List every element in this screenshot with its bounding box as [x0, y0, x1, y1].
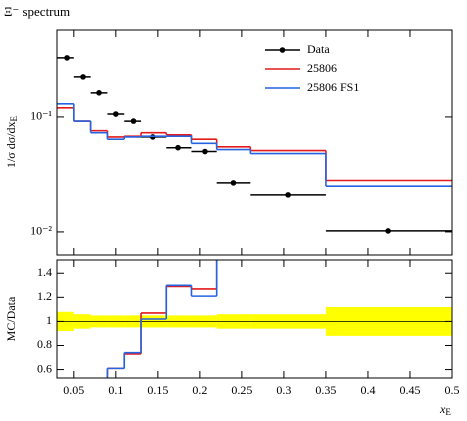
- legend-label: Data: [307, 42, 330, 56]
- x-axis-label-sub: E: [445, 407, 451, 417]
- data-point: [96, 90, 102, 96]
- legend-marker: [279, 47, 286, 53]
- x-tick-label: 0.25: [231, 383, 252, 397]
- chart-title: Ξ⁻ spectrum: [4, 4, 70, 19]
- data-point: [175, 144, 181, 151]
- x-tick-label: 0.5: [445, 383, 460, 397]
- data-point: [385, 228, 391, 234]
- y-axis-label: 1/σ dσ/dxE: [4, 115, 19, 168]
- y-axis-label-sub: E: [9, 115, 19, 121]
- legend-label: 25806: [307, 61, 337, 75]
- x-tick-label: 0.15: [147, 383, 168, 397]
- plot-area: [57, 260, 452, 378]
- y-tick-label: 1: [46, 313, 52, 327]
- data-point: [113, 111, 119, 117]
- x-axis-label: xE: [439, 402, 451, 417]
- x-tick-label: 0.45: [399, 383, 420, 397]
- y-tick-label: 1.4: [37, 265, 52, 279]
- x-tick-label: 0.2: [192, 383, 207, 397]
- x-tick-label: 0.05: [63, 383, 84, 397]
- y-tick-label: 0.6: [37, 361, 52, 375]
- y-tick-label: 10⁻²: [30, 224, 52, 238]
- data-point: [202, 148, 208, 155]
- data-point: [64, 55, 70, 61]
- plot-area: [57, 55, 452, 234]
- legend-label: 25806 FS1: [307, 80, 359, 94]
- x-tick-label: 0.4: [360, 383, 375, 397]
- data-point: [80, 74, 86, 80]
- x-tick-label: 0.1: [108, 383, 123, 397]
- ratio-y-label: MC/Data: [4, 296, 18, 341]
- data-point: [230, 180, 237, 186]
- y-tick-label: 0.8: [37, 337, 52, 351]
- y-tick-label: 1.2: [37, 289, 52, 303]
- axes-frame: [56, 29, 453, 256]
- data-point: [285, 192, 291, 198]
- y-axis-label-main: 1/σ dσ/dx: [4, 121, 18, 168]
- y-tick-label: 10⁻¹: [30, 109, 52, 123]
- x-axis-label-main: x: [439, 402, 446, 416]
- axes-frame: [56, 259, 453, 379]
- data-point: [130, 118, 137, 124]
- x-tick-label: 0.35: [315, 383, 336, 397]
- x-tick-label: 0.3: [276, 383, 291, 397]
